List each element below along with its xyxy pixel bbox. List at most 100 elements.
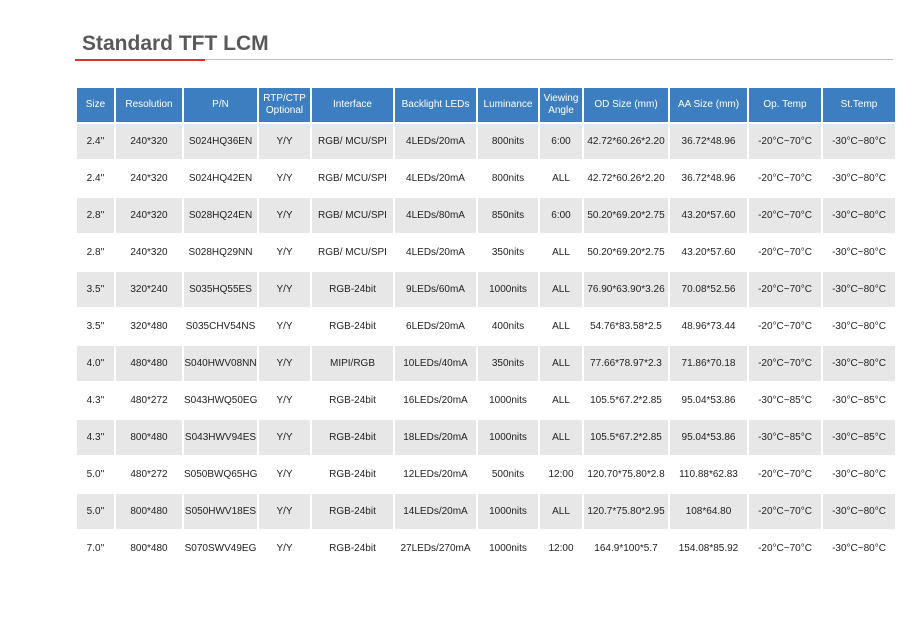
cell: 9LEDs/60mA (395, 272, 476, 307)
column-header: Resolution (116, 88, 182, 122)
cell: -20°C~70°C (749, 494, 821, 529)
cell: 480*480 (116, 346, 182, 381)
cell: Y/Y (276, 247, 293, 258)
column-header: Viewing Angle (540, 88, 582, 122)
cell: 105.5*67.2*2.85 (590, 395, 662, 406)
cell: 2.4'' (77, 124, 114, 159)
cell: -30°C~80°C (832, 543, 886, 554)
cell: 1000nits (489, 543, 527, 554)
cell: RGB-24bit (312, 420, 393, 455)
cell: 42.72*60.26*2.20 (587, 173, 665, 184)
cell: 120.70*75.80*2.8 (587, 469, 665, 480)
cell: -20°C~70°C (758, 247, 812, 258)
cell: Y/Y (276, 173, 293, 184)
cell: -30°C~80°C (823, 494, 895, 529)
cell: RGB/ MCU/SPI (312, 124, 393, 159)
cell: S024HQ36EN (184, 124, 257, 159)
cell: ALL (552, 247, 570, 258)
cell: 14LEDs/20mA (395, 494, 476, 529)
cell: 2.4'' (86, 173, 105, 184)
cell: ALL (552, 173, 570, 184)
cell: 54.76*83.58*2.5 (590, 321, 662, 332)
cell: -30°C~80°C (823, 272, 895, 307)
cell: Y/Y (259, 198, 310, 233)
column-header: Luminance (478, 88, 538, 122)
cell: S035CHV54NS (185, 321, 256, 332)
cell: 1000nits (478, 420, 538, 455)
cell: 4LEDs/20mA (406, 247, 465, 258)
cell: 800*480 (116, 420, 182, 455)
cell: 4LEDs/20mA (395, 124, 476, 159)
cell: 95.04*53.86 (670, 420, 747, 455)
column-header: Size (77, 88, 114, 122)
cell: 95.04*53.86 (681, 395, 736, 406)
cell: 4.3'' (77, 420, 114, 455)
cell: 27LEDs/270mA (400, 543, 471, 554)
cell: S070SWV49EG (184, 543, 257, 554)
cell: S050BWQ65HG (184, 469, 258, 480)
cell: S043HWV94ES (184, 420, 257, 455)
cell: Y/Y (259, 272, 310, 307)
cell: RGB-24bit (329, 469, 376, 480)
cell: -30°C~85°C (758, 395, 812, 406)
cell: -20°C~70°C (749, 198, 821, 233)
cell: 1000nits (478, 272, 538, 307)
cell: Y/Y (259, 494, 310, 529)
cell: ALL (552, 395, 570, 406)
cell: 3.5'' (86, 321, 105, 332)
cell: 110.88*62.83 (679, 469, 738, 480)
cell: 400nits (491, 321, 525, 332)
cell: 2.8'' (86, 247, 105, 258)
cell: 12LEDs/20mA (403, 469, 468, 480)
cell: 800*480 (130, 543, 168, 554)
cell: 800nits (478, 124, 538, 159)
column-header: St.Temp (823, 88, 895, 122)
cell: -30°C~80°C (823, 124, 895, 159)
table-row: 4.3'' 800*480 S043HWV94ES Y/Y RGB-24bit 18LED… (77, 420, 895, 455)
column-header: P/N (184, 88, 257, 122)
table-row: 7.0'' 800*480 S070SWV49EG Y/Y RGB-24bit 27LED… (77, 531, 895, 566)
cell: 5.0'' (77, 494, 114, 529)
cell: 4.3'' (86, 395, 105, 406)
cell: -30°C~80°C (823, 198, 895, 233)
cell: S043HWQ50EG (184, 395, 258, 406)
cell: Y/Y (276, 469, 293, 480)
cell: -30°C~85°C (823, 420, 895, 455)
table-row: 3.5'' 320*480 S035CHV54NS Y/Y RGB-24bit 6LEDs… (77, 309, 895, 344)
cell: -20°C~70°C (758, 469, 812, 480)
cell: RGB-24bit (329, 395, 376, 406)
cell: -30°C~80°C (823, 346, 895, 381)
cell: RGB-24bit (329, 321, 376, 332)
table-row: 4.3'' 480*272 S043HWQ50EG Y/Y RGB-24bit 16LED… (77, 383, 895, 418)
cell: ALL (540, 494, 582, 529)
cell: Y/Y (259, 346, 310, 381)
cell: 6:00 (540, 198, 582, 233)
cell: ALL (540, 272, 582, 307)
cell: RGB-24bit (312, 272, 393, 307)
cell: 240*320 (130, 173, 168, 184)
cell: RGB/ MCU/SPI (318, 247, 387, 258)
cell: -20°C~70°C (758, 543, 812, 554)
cell: 43.20*57.60 (670, 198, 747, 233)
cell: -30°C~85°C (832, 395, 886, 406)
cell: 5.0'' (86, 469, 105, 480)
cell: 36.72*48.96 (670, 124, 747, 159)
cell: 12:00 (548, 543, 574, 554)
cell: 4.0'' (77, 346, 114, 381)
cell: 76.90*63.90*3.26 (584, 272, 668, 307)
cell: 800nits (491, 173, 525, 184)
cell: 3.5'' (77, 272, 114, 307)
cell: ALL (540, 420, 582, 455)
cell: Y/Y (276, 543, 293, 554)
cell: RGB-24bit (329, 543, 376, 554)
cell: -20°C~70°C (749, 346, 821, 381)
column-header: OD Size (mm) (584, 88, 668, 122)
column-header: Interface (312, 88, 393, 122)
cell: 120.7*75.80*2.95 (584, 494, 668, 529)
cell: 164.9*100*5.7 (594, 543, 658, 554)
cell: S024HQ42EN (188, 173, 253, 184)
cell: 350nits (478, 346, 538, 381)
cell: 1000nits (489, 395, 527, 406)
cell: 320*480 (130, 321, 168, 332)
